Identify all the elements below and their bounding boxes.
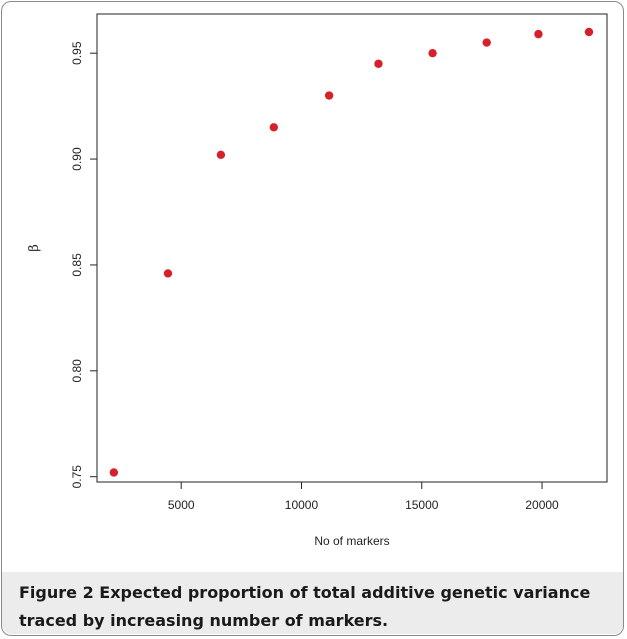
data-point [584, 27, 594, 37]
caption-text: Expected proportion of total additive ge… [19, 583, 591, 630]
figure-caption: Figure 2 Expected proportion of total ad… [19, 579, 614, 635]
x-axis-label: No of markers [314, 534, 389, 548]
data-point [374, 59, 383, 68]
x-tick-label: 5000 [168, 498, 195, 512]
y-axis: 0.75 0.80 0.85 0.90 0.95 [70, 41, 98, 489]
data-point [324, 91, 334, 100]
x-axis: 5000 10000 15000 20000 [168, 481, 559, 512]
x-tick-label: 15000 [405, 498, 439, 512]
data-point [163, 269, 173, 278]
y-tick-label: 0.95 [70, 41, 84, 65]
y-tick-label: 0.75 [70, 465, 84, 489]
y-axis-label: β [27, 244, 42, 252]
x-tick-label: 20000 [525, 498, 559, 512]
data-point [216, 150, 226, 160]
data-points [109, 27, 594, 477]
y-tick-label: 0.80 [70, 359, 84, 383]
y-tick-label: 0.85 [70, 253, 84, 277]
data-point [109, 468, 119, 477]
caption-label: Figure 2 [19, 583, 94, 602]
caption-background [2, 572, 623, 634]
data-point [534, 29, 543, 39]
y-tick-label: 0.90 [70, 147, 84, 171]
data-point [482, 38, 491, 47]
plot-area-box [96, 13, 608, 483]
data-point [428, 48, 437, 58]
data-point [269, 123, 279, 132]
x-tick-label: 10000 [285, 498, 319, 512]
